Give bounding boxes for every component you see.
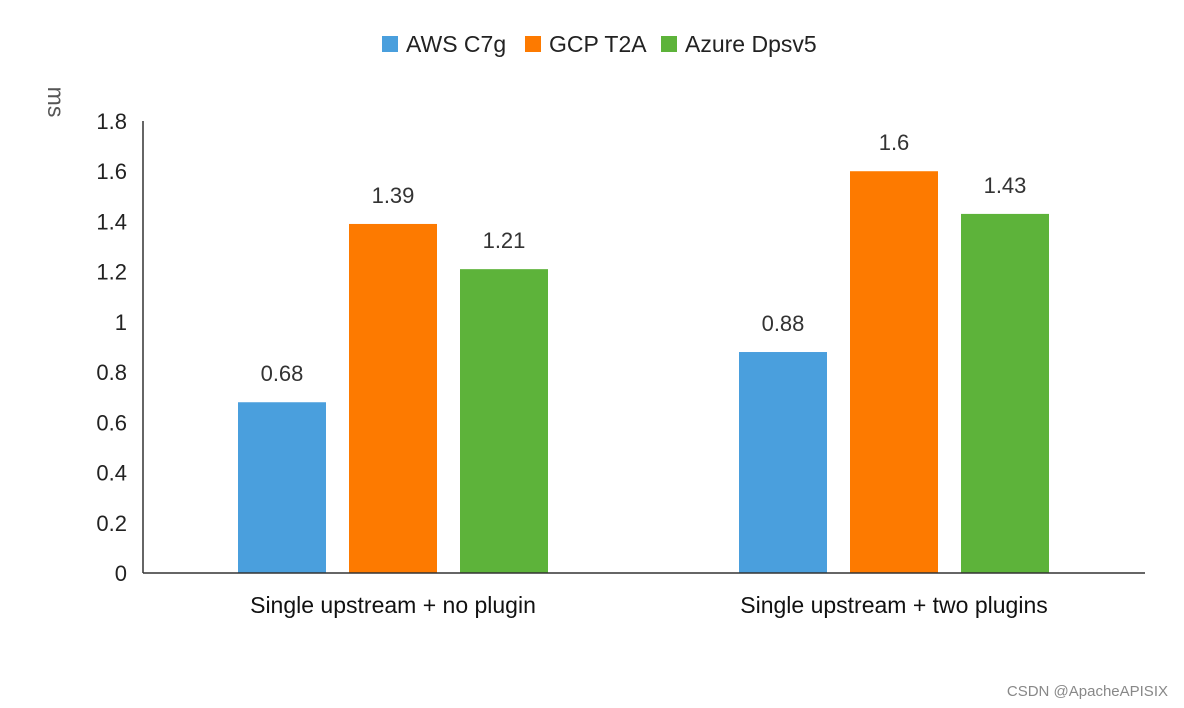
y-tick-label: 1 <box>115 310 127 335</box>
bar-aws-c7g <box>238 402 326 573</box>
y-tick-label: 1.4 <box>96 209 127 234</box>
watermark: CSDN @ApacheAPISIX <box>1007 683 1168 700</box>
y-tick-label: 0.2 <box>96 511 127 536</box>
y-tick-label: 0 <box>115 561 127 586</box>
x-tick-label: Single upstream + no plugin <box>250 592 536 618</box>
y-axis: 0 0.2 0.4 0.6 0.8 1 1.2 1.4 1.6 1.8 <box>96 109 144 586</box>
bar-azure-dpsv5 <box>460 269 548 573</box>
legend-label: Azure Dpsv5 <box>685 31 817 57</box>
legend: AWS C7g GCP T2A Azure Dpsv5 <box>382 31 817 57</box>
legend-label: AWS C7g <box>406 31 506 57</box>
legend-swatch <box>525 36 541 52</box>
data-label: 1.43 <box>984 173 1027 198</box>
bars: 0.68 1.39 1.21 0.88 1.6 1.43 <box>238 130 1049 573</box>
data-label: 1.6 <box>879 130 910 155</box>
legend-swatch <box>661 36 677 52</box>
data-label: 0.88 <box>762 311 805 336</box>
y-tick-label: 0.4 <box>96 461 127 486</box>
data-label: 1.39 <box>372 183 415 208</box>
data-label: 0.68 <box>261 361 304 386</box>
legend-item: Azure Dpsv5 <box>661 31 817 57</box>
bar-azure-dpsv5 <box>961 213 1049 573</box>
legend-label: GCP T2A <box>549 31 647 57</box>
x-tick-label: Single upstream + two plugins <box>740 592 1047 618</box>
y-tick-label: 0.8 <box>96 360 127 385</box>
legend-item: GCP T2A <box>525 31 647 57</box>
y-tick-label: 1.6 <box>96 159 127 184</box>
data-label: 1.21 <box>483 228 526 253</box>
y-axis-label: ms <box>43 87 69 118</box>
y-tick-label: 1.8 <box>96 109 127 134</box>
bar-aws-c7g <box>739 352 827 573</box>
bar-gcp-t2a <box>349 223 437 573</box>
y-tick-label: 0.6 <box>96 410 127 435</box>
legend-swatch <box>382 36 398 52</box>
y-tick-label: 1.2 <box>96 260 127 285</box>
bar-gcp-t2a <box>850 171 938 573</box>
x-axis: Single upstream + no plugin Single upstre… <box>143 572 1145 618</box>
legend-item: AWS C7g <box>382 31 506 57</box>
